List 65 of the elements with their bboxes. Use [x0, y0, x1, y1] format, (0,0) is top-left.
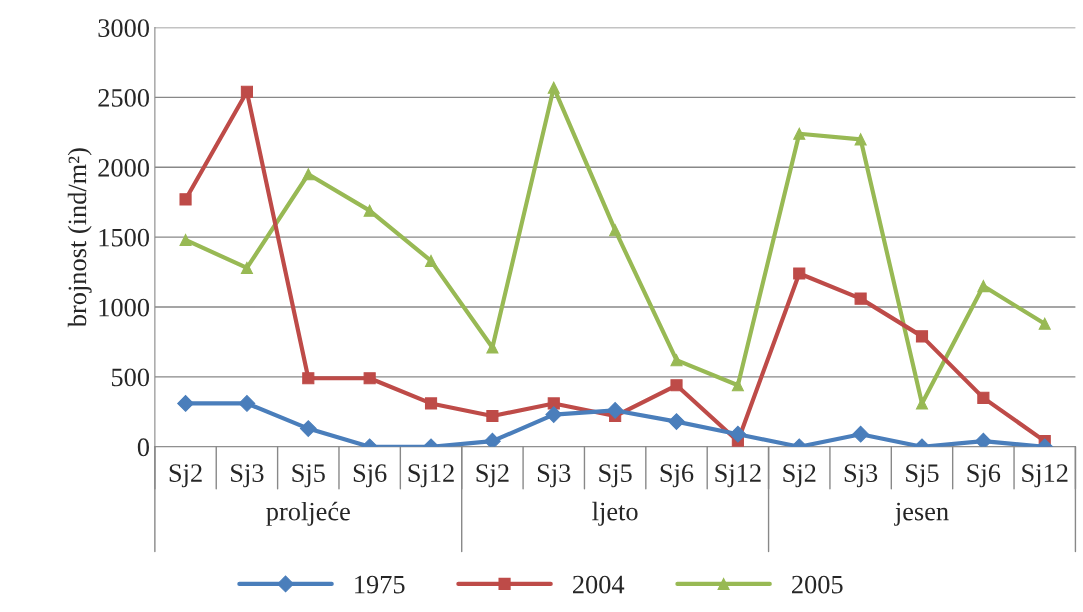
legend-label: 2004: [573, 575, 625, 594]
point: [729, 425, 747, 443]
y-axis-title: brojnost (ind/m²): [67, 148, 92, 328]
point: [854, 292, 867, 305]
point: [609, 224, 622, 237]
point: [977, 391, 990, 404]
point: [670, 354, 683, 367]
x-tick-label: Sj3: [231, 464, 264, 488]
x-tick-label: Sj2: [476, 464, 509, 488]
x-tick-label: Sj6: [967, 464, 1001, 488]
x-tick-label: Sj12: [1022, 464, 1068, 488]
point: [547, 397, 560, 410]
point: [179, 233, 192, 247]
legend-label: 1975: [355, 575, 405, 594]
point: [915, 397, 929, 410]
x-tick-label: Sj6: [353, 464, 387, 488]
point: [977, 279, 990, 293]
point: [852, 425, 869, 443]
y-tick-label: 0: [137, 438, 149, 457]
point: [299, 420, 317, 437]
y-tick-label: 3000: [98, 19, 149, 37]
point: [179, 193, 192, 206]
x-tick-label: Sj6: [660, 464, 694, 488]
y-tick-label: 1000: [99, 298, 149, 317]
x-tick-label: Sj3: [537, 464, 571, 488]
text: proljeće: [266, 501, 350, 526]
x-tick-label: Sj5: [292, 464, 325, 488]
point: [547, 81, 560, 94]
legend-label: 2005: [792, 575, 843, 594]
point: [240, 85, 253, 98]
point: [974, 432, 992, 447]
x-tick-label: Sj2: [783, 464, 816, 488]
point: [177, 395, 194, 412]
point: [424, 254, 438, 267]
point: [668, 413, 685, 430]
point: [424, 397, 438, 410]
x-tick-label: Sj12: [408, 464, 454, 488]
x-tick-label: Sj5: [599, 464, 632, 488]
point: [240, 261, 253, 274]
point: [670, 379, 683, 392]
point: [302, 372, 315, 385]
text: jesen: [894, 502, 949, 526]
y-tick-label: 2000: [98, 158, 149, 177]
x-tick-label: Sj3: [844, 464, 878, 488]
point: [363, 372, 376, 385]
point: [545, 406, 563, 423]
point: [793, 127, 806, 140]
y-tick-label: 500: [111, 368, 149, 387]
point: [486, 341, 499, 354]
text: ljeto: [592, 501, 638, 526]
point: [1038, 317, 1051, 330]
point: [731, 379, 744, 392]
point: [486, 409, 499, 423]
point: [854, 133, 867, 146]
x-tick-label: Sj2: [169, 464, 202, 488]
point: [793, 267, 806, 280]
point: [238, 395, 256, 412]
point: [484, 432, 501, 447]
point: [302, 168, 315, 181]
y-tick-label: 1500: [99, 228, 149, 247]
point: [915, 330, 929, 343]
point: [606, 402, 624, 419]
x-tick-label: Sj12: [715, 464, 761, 488]
x-tick-label: Sj5: [906, 464, 939, 488]
y-tick-label: 2500: [98, 89, 149, 107]
